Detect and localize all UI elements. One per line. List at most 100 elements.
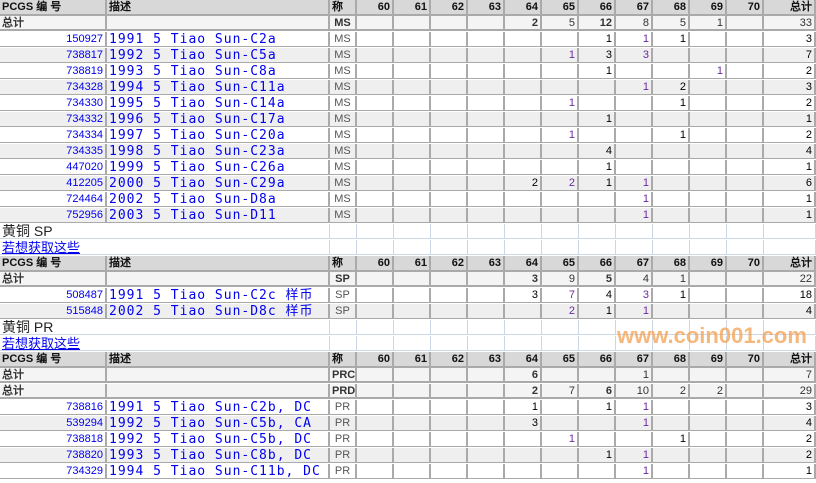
grade-count[interactable] <box>357 192 394 207</box>
grade-count[interactable] <box>468 64 505 79</box>
column-header[interactable]: 68 <box>653 256 690 272</box>
grade-count[interactable] <box>468 416 505 431</box>
pcgs-number-link[interactable]: 738819 <box>0 64 107 79</box>
coin-description-link[interactable]: 2000 5 Tiao Sun-C29a <box>107 176 330 191</box>
grade-count[interactable] <box>727 128 764 143</box>
coin-description-link[interactable]: 2003 5 Tiao Sun-D11 <box>107 208 330 223</box>
pcgs-number-link[interactable]: 734332 <box>0 112 107 127</box>
grade-count[interactable] <box>653 416 690 431</box>
column-header[interactable]: 70 <box>727 0 764 16</box>
grade-count[interactable] <box>690 400 727 415</box>
coin-description-link[interactable]: 1992 5 Tiao Sun-C5a <box>107 48 330 63</box>
grade-count[interactable] <box>653 400 690 415</box>
grade-count[interactable] <box>616 160 653 175</box>
grade-count[interactable] <box>690 128 727 143</box>
grade-count[interactable] <box>357 432 394 447</box>
grade-count[interactable] <box>431 192 468 207</box>
grade-count[interactable]: 1 <box>653 32 690 47</box>
grade-count[interactable]: 1 <box>542 96 579 111</box>
grade-count[interactable] <box>505 96 542 111</box>
grade-count[interactable] <box>727 288 764 303</box>
grade-count[interactable]: 1 <box>542 128 579 143</box>
pcgs-number-link[interactable]: 734328 <box>0 80 107 95</box>
grade-count[interactable] <box>542 32 579 47</box>
grade-count[interactable] <box>468 304 505 319</box>
grade-count[interactable] <box>579 192 616 207</box>
grade-count[interactable]: 1 <box>505 400 542 415</box>
column-header[interactable]: 68 <box>653 352 690 368</box>
pcgs-number-link[interactable]: 412205 <box>0 176 107 191</box>
grade-count[interactable]: 1 <box>653 432 690 447</box>
grade-count[interactable]: 2 <box>505 176 542 191</box>
grade-count[interactable] <box>616 112 653 127</box>
grade-count[interactable] <box>357 176 394 191</box>
grade-count[interactable] <box>579 80 616 95</box>
grade-count[interactable]: 2 <box>542 176 579 191</box>
grade-count[interactable]: 3 <box>505 288 542 303</box>
grade-count[interactable] <box>394 160 431 175</box>
grade-count[interactable] <box>653 192 690 207</box>
grade-count[interactable] <box>653 48 690 63</box>
get-these-link[interactable]: 若想获取这些 <box>0 240 330 255</box>
column-header[interactable]: 总计 <box>764 256 816 272</box>
pcgs-number-link[interactable]: 447020 <box>0 160 107 175</box>
grade-count[interactable] <box>690 208 727 223</box>
grade-count[interactable]: 1 <box>579 304 616 319</box>
grade-count[interactable] <box>690 464 727 479</box>
grade-count[interactable] <box>468 112 505 127</box>
column-header[interactable]: 60 <box>357 256 394 272</box>
grade-count[interactable] <box>394 288 431 303</box>
coin-description-link[interactable]: 2002 5 Tiao Sun-D8c 样币 <box>107 304 330 319</box>
grade-count[interactable] <box>690 160 727 175</box>
column-header[interactable]: 67 <box>616 256 653 272</box>
grade-count[interactable] <box>431 448 468 463</box>
grade-count[interactable] <box>357 304 394 319</box>
grade-count[interactable]: 1 <box>579 400 616 415</box>
column-header[interactable]: 68 <box>653 0 690 16</box>
column-header[interactable]: 69 <box>690 352 727 368</box>
column-header[interactable]: 66 <box>579 0 616 16</box>
grade-count[interactable]: 1 <box>616 32 653 47</box>
grade-count[interactable] <box>727 304 764 319</box>
grade-count[interactable] <box>616 432 653 447</box>
grade-count[interactable] <box>727 208 764 223</box>
grade-count[interactable] <box>357 160 394 175</box>
grade-count[interactable]: 3 <box>505 416 542 431</box>
grade-count[interactable] <box>431 432 468 447</box>
grade-count[interactable] <box>505 32 542 47</box>
grade-count[interactable] <box>542 448 579 463</box>
grade-count[interactable] <box>431 32 468 47</box>
grade-count[interactable] <box>542 464 579 479</box>
grade-count[interactable] <box>616 64 653 79</box>
grade-count[interactable] <box>468 48 505 63</box>
column-header[interactable]: 65 <box>542 352 579 368</box>
grade-count[interactable] <box>357 48 394 63</box>
grade-count[interactable] <box>357 416 394 431</box>
pcgs-number-link[interactable]: 752956 <box>0 208 107 223</box>
grade-count[interactable] <box>431 208 468 223</box>
grade-count[interactable] <box>357 64 394 79</box>
grade-count[interactable] <box>505 112 542 127</box>
grade-count[interactable]: 1 <box>616 192 653 207</box>
grade-count[interactable] <box>505 128 542 143</box>
grade-count[interactable]: 2 <box>653 80 690 95</box>
pcgs-number-link[interactable]: 508487 <box>0 288 107 303</box>
grade-count[interactable] <box>505 48 542 63</box>
grade-count[interactable] <box>542 144 579 159</box>
grade-count[interactable]: 1 <box>616 304 653 319</box>
coin-description-link[interactable]: 1993 5 Tiao Sun-C8a <box>107 64 330 79</box>
grade-count[interactable] <box>653 208 690 223</box>
coin-description-link[interactable]: 1991 5 Tiao Sun-C2a <box>107 32 330 47</box>
get-these-link[interactable]: 若想获取这些 <box>0 336 330 351</box>
column-header[interactable]: 70 <box>727 256 764 272</box>
grade-count[interactable] <box>394 176 431 191</box>
column-header[interactable]: 描述 <box>107 352 330 368</box>
grade-count[interactable]: 2 <box>542 304 579 319</box>
grade-count[interactable]: 1 <box>579 176 616 191</box>
pcgs-number-link[interactable]: 738817 <box>0 48 107 63</box>
pcgs-number-link[interactable]: 738818 <box>0 432 107 447</box>
column-header[interactable]: 67 <box>616 0 653 16</box>
pcgs-number-link[interactable]: 734334 <box>0 128 107 143</box>
grade-count[interactable] <box>431 80 468 95</box>
column-header[interactable]: 63 <box>468 352 505 368</box>
